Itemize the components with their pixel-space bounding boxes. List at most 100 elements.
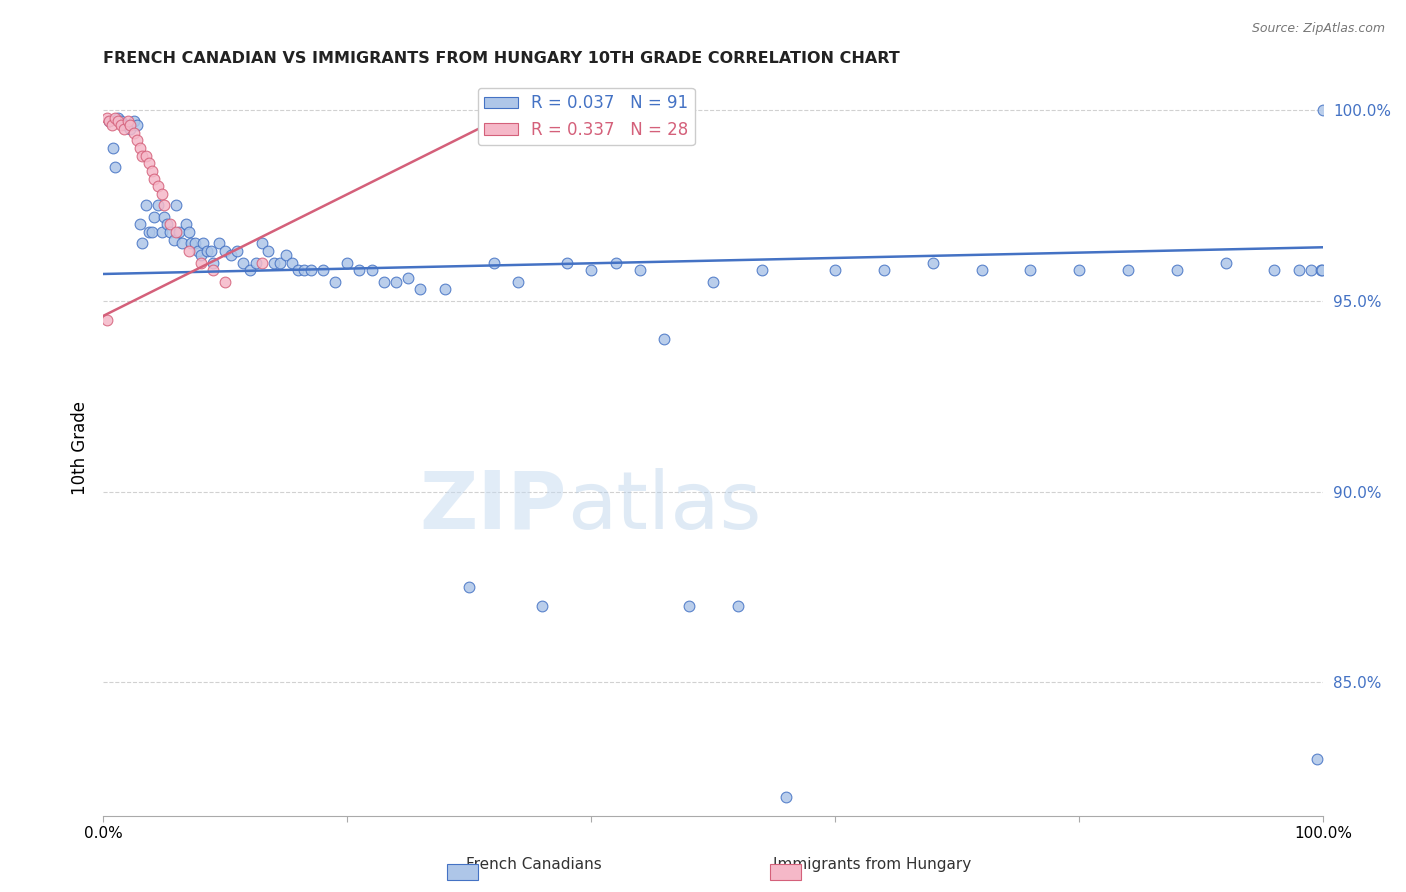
Point bbox=[100, 118, 122, 132]
Point bbox=[112, 122, 135, 136]
Point bbox=[117, 114, 139, 128]
Point bbox=[257, 244, 280, 258]
Point bbox=[751, 263, 773, 277]
Point bbox=[96, 111, 118, 125]
Text: Source: ZipAtlas.com: Source: ZipAtlas.com bbox=[1251, 22, 1385, 36]
Point bbox=[104, 111, 127, 125]
Point bbox=[873, 263, 896, 277]
Point bbox=[141, 164, 163, 178]
Point bbox=[336, 255, 359, 269]
Point bbox=[180, 236, 202, 251]
Text: ZIP: ZIP bbox=[419, 467, 567, 546]
Point bbox=[323, 275, 346, 289]
Point bbox=[250, 236, 273, 251]
Point bbox=[1312, 103, 1334, 117]
Y-axis label: 10th Grade: 10th Grade bbox=[72, 401, 89, 495]
Point bbox=[174, 218, 197, 232]
Legend: R = 0.037   N = 91, R = 0.337   N = 28: R = 0.037 N = 91, R = 0.337 N = 28 bbox=[478, 87, 695, 145]
Point bbox=[1166, 263, 1188, 277]
Point bbox=[579, 263, 602, 277]
Point bbox=[107, 114, 129, 128]
Point bbox=[190, 248, 212, 262]
Point bbox=[118, 118, 141, 132]
Point bbox=[159, 225, 181, 239]
Point bbox=[98, 114, 121, 128]
Point bbox=[678, 599, 700, 613]
Point bbox=[482, 255, 505, 269]
Point bbox=[232, 255, 254, 269]
Text: French Canadians: French Canadians bbox=[467, 857, 602, 872]
Point bbox=[153, 198, 176, 212]
Point bbox=[167, 225, 190, 239]
Point bbox=[458, 580, 481, 594]
Point bbox=[201, 263, 224, 277]
Text: Immigrants from Hungary: Immigrants from Hungary bbox=[772, 857, 972, 872]
Point bbox=[110, 118, 132, 132]
Point bbox=[128, 141, 150, 155]
Point bbox=[143, 171, 166, 186]
Point bbox=[1215, 255, 1237, 269]
Point bbox=[208, 236, 231, 251]
Point bbox=[143, 210, 166, 224]
Point bbox=[531, 599, 554, 613]
Text: atlas: atlas bbox=[567, 467, 761, 546]
Point bbox=[128, 218, 150, 232]
Point bbox=[628, 263, 651, 277]
Point bbox=[190, 255, 212, 269]
Point bbox=[177, 225, 200, 239]
Point bbox=[177, 244, 200, 258]
Point bbox=[1069, 263, 1091, 277]
Point bbox=[312, 263, 335, 277]
Point bbox=[150, 225, 173, 239]
Point bbox=[163, 233, 186, 247]
Point bbox=[1310, 263, 1333, 277]
Point bbox=[135, 198, 157, 212]
Point bbox=[1306, 752, 1329, 766]
Point bbox=[360, 263, 382, 277]
Point bbox=[183, 236, 205, 251]
Point bbox=[506, 275, 529, 289]
Point bbox=[1309, 263, 1331, 277]
Point bbox=[150, 186, 173, 201]
Point bbox=[110, 114, 132, 128]
Point bbox=[1019, 263, 1042, 277]
Point bbox=[165, 225, 187, 239]
Point bbox=[605, 255, 627, 269]
Point bbox=[250, 255, 273, 269]
Point bbox=[555, 255, 578, 269]
Point bbox=[287, 263, 309, 277]
Point bbox=[187, 244, 209, 258]
Point bbox=[153, 210, 176, 224]
Point bbox=[127, 118, 149, 132]
Point bbox=[159, 218, 181, 232]
Point bbox=[299, 263, 322, 277]
Point bbox=[245, 255, 267, 269]
Point bbox=[138, 225, 160, 239]
Point bbox=[276, 248, 298, 262]
Point bbox=[409, 282, 432, 296]
Point bbox=[155, 218, 177, 232]
Point bbox=[727, 599, 749, 613]
Point bbox=[118, 122, 141, 136]
Point bbox=[281, 255, 304, 269]
Point bbox=[921, 255, 943, 269]
Point bbox=[138, 156, 160, 170]
Point bbox=[104, 160, 127, 174]
Point bbox=[114, 118, 136, 132]
Point bbox=[385, 275, 408, 289]
Point bbox=[146, 198, 169, 212]
Point bbox=[775, 789, 797, 804]
Point bbox=[135, 149, 157, 163]
Point bbox=[238, 263, 260, 277]
Point bbox=[824, 263, 846, 277]
Point bbox=[193, 236, 215, 251]
Point bbox=[1288, 263, 1310, 277]
Point bbox=[98, 114, 121, 128]
Point bbox=[654, 332, 676, 346]
Point bbox=[219, 248, 242, 262]
Point bbox=[117, 118, 139, 132]
Point bbox=[96, 312, 118, 326]
Point bbox=[172, 236, 194, 251]
Point bbox=[269, 255, 291, 269]
Point bbox=[263, 255, 285, 269]
